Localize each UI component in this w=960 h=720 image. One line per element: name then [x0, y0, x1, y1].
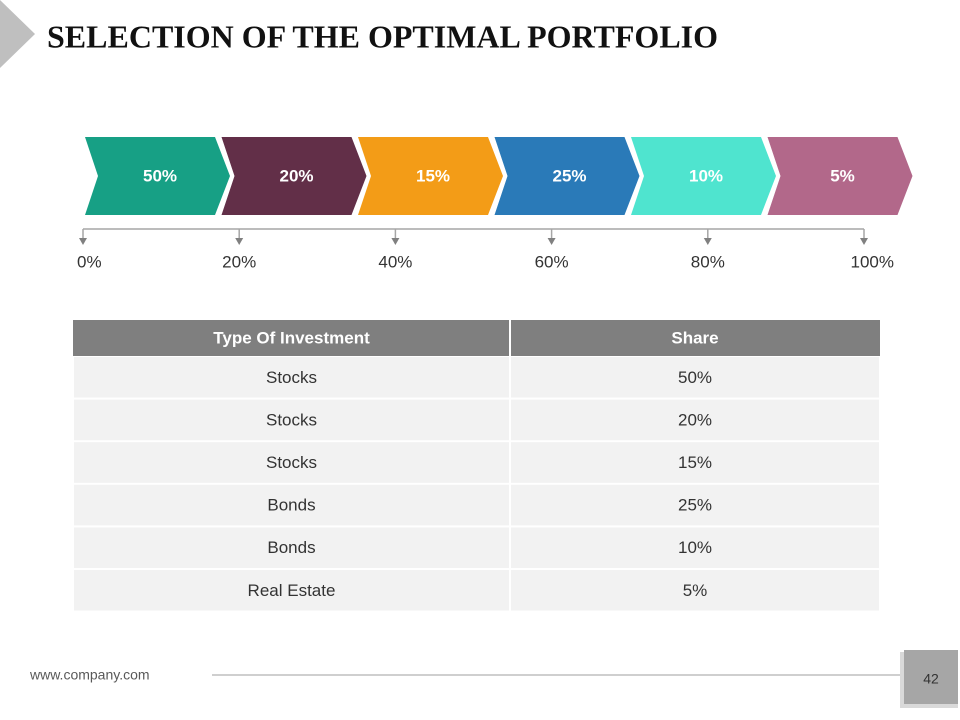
scale-arrow — [391, 238, 400, 245]
table-cell — [511, 442, 879, 483]
cell-text: 10% — [678, 538, 712, 557]
scale-label: 0% — [77, 252, 102, 271]
scale-arrow — [547, 238, 556, 245]
scale-arrow — [235, 238, 244, 245]
scale-arrow — [703, 238, 712, 245]
cell-text: Bonds — [267, 538, 315, 557]
chevron — [631, 137, 776, 215]
table-cell — [74, 527, 509, 568]
scale-label: 100% — [851, 252, 894, 271]
table-cell — [74, 442, 509, 483]
scale-label: 40% — [378, 252, 412, 271]
cell-text: 15% — [678, 453, 712, 472]
header-cell: Type Of Investment — [213, 328, 370, 347]
page-number: 42 — [923, 671, 939, 687]
chevron-label: 15% — [416, 166, 450, 185]
slide-title: SELECTION OF THE OPTIMAL PORTFOLIO — [47, 18, 718, 54]
chevron — [221, 137, 367, 215]
footer-url: www.company.com — [29, 667, 150, 683]
corner-triangle — [0, 0, 35, 68]
chevron — [767, 137, 913, 215]
chevron-label: 5% — [830, 166, 855, 185]
table-cell — [511, 357, 879, 398]
chevron — [494, 137, 640, 215]
chevron-label: 25% — [552, 166, 586, 185]
cell-text: Real Estate — [248, 581, 336, 600]
table-cell — [511, 570, 879, 611]
table-cell — [74, 357, 509, 398]
table-cell — [511, 484, 879, 526]
scale-label: 80% — [691, 252, 725, 271]
chevron — [358, 137, 503, 215]
table-cell — [511, 527, 879, 568]
scale-arrow — [79, 238, 87, 245]
chevron-label: 50% — [143, 166, 177, 185]
cell-text: 25% — [678, 496, 712, 515]
table-cell — [74, 570, 509, 611]
header-cell: Share — [671, 328, 718, 347]
scale-label: 60% — [535, 252, 569, 271]
cell-text: 20% — [678, 410, 712, 429]
table-cell — [511, 399, 879, 441]
cell-text: Stocks — [266, 368, 317, 387]
cell-text: Stocks — [266, 453, 317, 472]
table-cell — [74, 484, 509, 526]
scale-label: 20% — [222, 252, 256, 271]
cell-text: 50% — [678, 368, 712, 387]
table-header — [73, 320, 880, 356]
scale-arrow — [860, 238, 868, 245]
cell-text: 5% — [683, 581, 708, 600]
page-box — [904, 650, 958, 704]
cell-text: Bonds — [267, 496, 315, 515]
chevron-label: 10% — [689, 166, 723, 185]
chevron — [85, 137, 230, 215]
cell-text: Stocks — [266, 410, 317, 429]
table-cell — [74, 399, 509, 441]
chevron-label: 20% — [279, 166, 313, 185]
